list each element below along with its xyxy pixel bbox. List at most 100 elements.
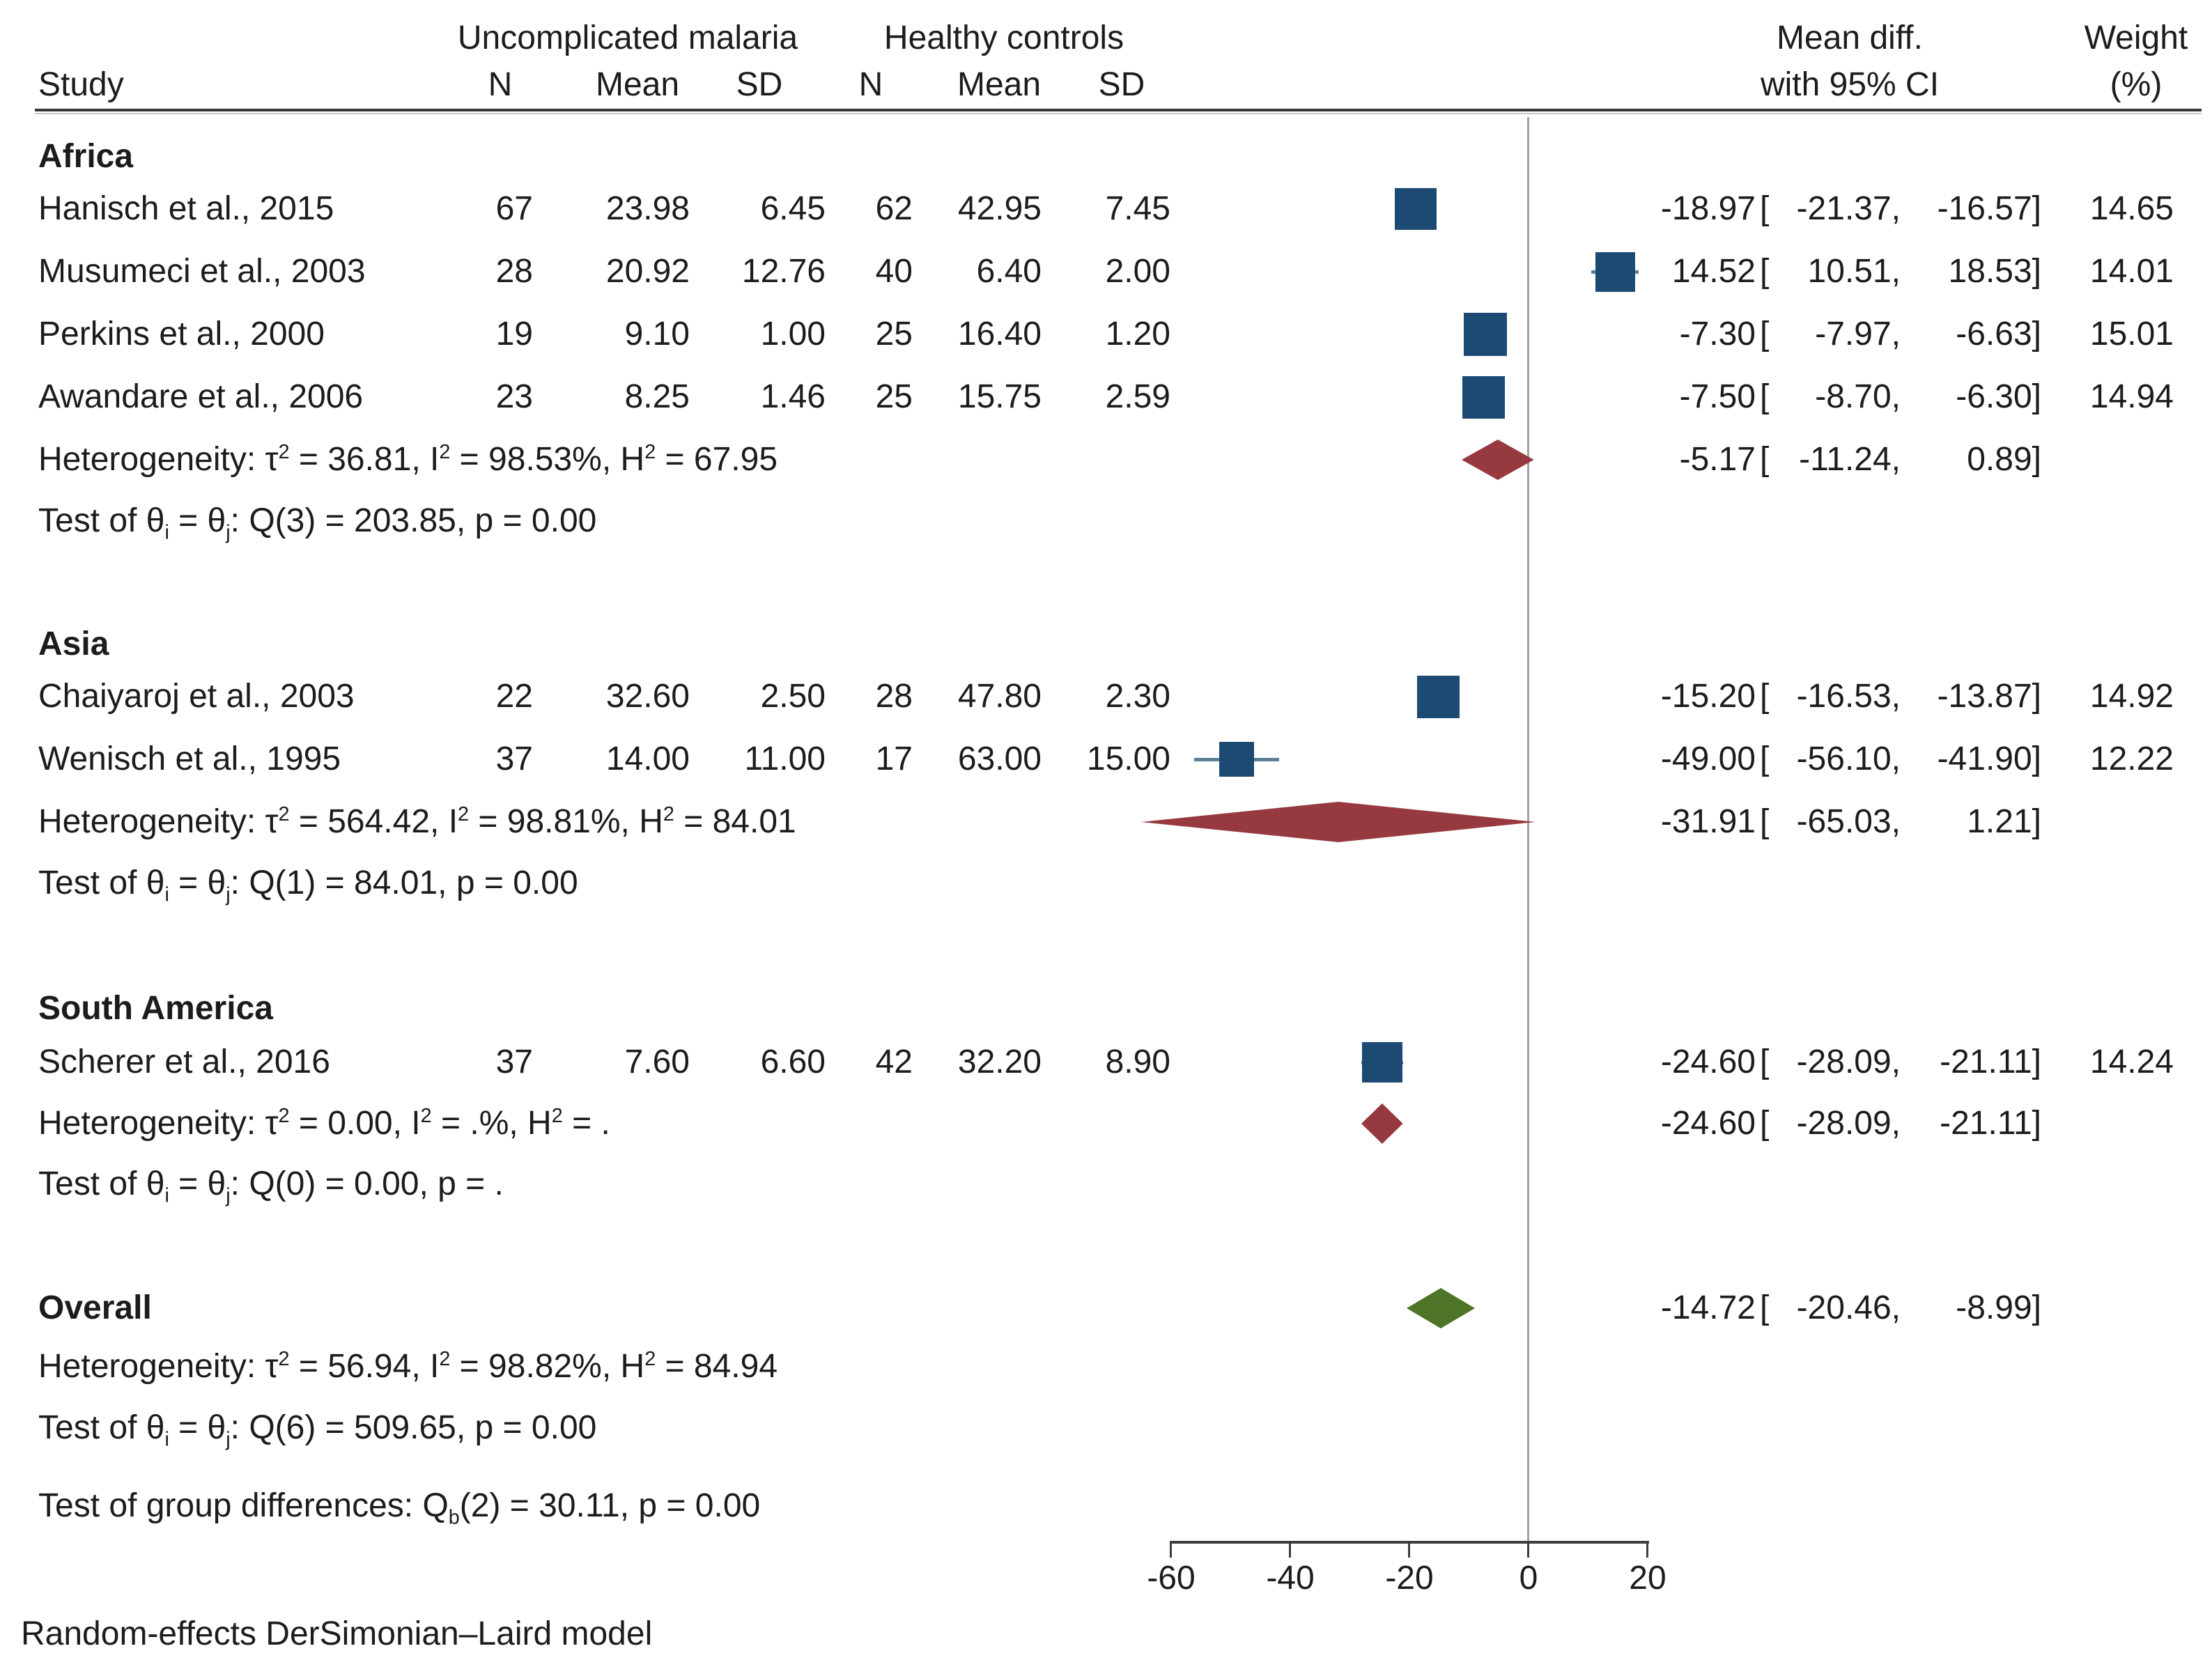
study-n-controls: 28 (875, 678, 913, 715)
ci-lower-bound: -21.37, (1796, 190, 1901, 227)
header-weight-pct: (%) (2110, 66, 2163, 103)
study-n-controls: 40 (875, 253, 913, 290)
study-n-controls: 25 (875, 378, 913, 415)
ci-lower-bound: -28.09, (1796, 1105, 1901, 1142)
group-label-asia: Asia (38, 626, 109, 662)
study-weight: 15.01 (2089, 316, 2174, 352)
group-summary-ci-text: -5.17[-11.24, 0.89] (0, 439, 2212, 481)
study-row: Hanisch et al., 2015 67 23.98 6.45 62 42… (0, 188, 2212, 230)
heterogeneity-row: Heterogeneity: τ2 = 0.00, I2 = .%, H2 = … (0, 1103, 2212, 1145)
header-mean-malaria: Mean (595, 66, 680, 103)
study-sd-malaria: 1.46 (760, 378, 826, 415)
group-label-row: South America (0, 988, 2212, 1030)
study-sd-malaria: 11.00 (744, 740, 826, 777)
ci-open-bracket: [ (1760, 441, 1770, 478)
test-row: Test of θi = θj: Q(6) = 509.65, p = 0.00 (0, 1407, 2212, 1451)
ci-open-bracket: [ (1760, 316, 1770, 352)
effect-estimate: -24.60 (1660, 1043, 1756, 1080)
axis-tick-label: -60 (1147, 1560, 1196, 1597)
effect-estimate: -24.60 (1660, 1105, 1756, 1142)
study-sd-malaria: 2.50 (760, 678, 826, 715)
ci-open-bracket: [ (1760, 190, 1770, 227)
effect-estimate: -7.30 (1679, 316, 1756, 352)
ci-lower-bound: -8.70, (1815, 378, 1901, 415)
study-weight: 14.94 (2089, 378, 2174, 415)
study-n-malaria: 23 (495, 378, 533, 415)
study-sd-controls: 2.00 (1105, 253, 1170, 290)
study-effect-square (1219, 742, 1255, 777)
header-mean-controls: Mean (957, 66, 1042, 103)
study-sd-malaria: 1.00 (760, 316, 826, 352)
study-mean-malaria: 23.98 (605, 190, 690, 227)
ci-text: -49.00[-56.10, -41.90] (0, 738, 2212, 780)
ci-open-bracket: [ (1760, 253, 1770, 290)
study-effect-square (1416, 675, 1460, 718)
study-n-malaria: 37 (495, 1043, 533, 1080)
ci-upper-bound: -16.57] (1937, 190, 2041, 227)
header-row-1: Uncomplicated malaria Healthy controls M… (0, 17, 2212, 59)
header-rule-shadow (35, 113, 2202, 114)
study-mean-controls: 6.40 (976, 253, 1042, 290)
study-weight: 14.01 (2089, 253, 2174, 290)
study-sd-malaria: 6.60 (760, 1043, 826, 1080)
study-mean-malaria: 8.25 (624, 378, 690, 415)
study-name: Wenisch et al., 1995 (38, 740, 341, 777)
group-label-africa: Africa (38, 138, 134, 175)
study-effect-square (1394, 188, 1437, 230)
group-label-south-america: South America (38, 990, 273, 1027)
ci-lower-bound: 10.51, (1807, 253, 1901, 290)
study-weight: 14.65 (2089, 190, 2174, 227)
ci-upper-bound: -6.30] (1956, 378, 2041, 415)
study-row: Awandare et al., 2006 23 8.25 1.46 25 15… (0, 376, 2212, 418)
effect-estimate: -49.00 (1660, 740, 1756, 777)
header-rule (35, 109, 2202, 111)
test-text: Test of θi = θj: Q(1) = 84.01, p = 0.00 (38, 864, 578, 906)
study-mean-malaria: 32.60 (605, 678, 690, 715)
study-weight: 14.24 (2089, 1043, 2174, 1080)
study-name: Hanisch et al., 2015 (38, 190, 334, 227)
group-summary-ci-text: -24.60[-28.09, -21.11] (0, 1103, 2212, 1145)
study-mean-controls: 16.40 (957, 316, 1042, 352)
effect-estimate: -15.20 (1660, 678, 1756, 715)
ci-text: -7.30[-7.97, -6.63] (0, 313, 2212, 355)
group-summary-ci-text: -31.91[-65.03, 1.21] (0, 801, 2212, 843)
study-weight: 14.92 (2089, 678, 2174, 715)
study-name: Chaiyaroj et al., 2003 (38, 678, 355, 715)
header-n-controls: N (858, 66, 883, 103)
test-text: Test of θi = θj: Q(0) = 0.00, p = . (38, 1165, 504, 1207)
effect-estimate: -7.50 (1679, 378, 1756, 415)
study-effect-square (1462, 375, 1506, 419)
study-mean-controls: 42.95 (957, 190, 1042, 227)
study-mean-controls: 15.75 (957, 378, 1042, 415)
axis-tick (1527, 1541, 1529, 1558)
study-n-controls: 17 (875, 740, 913, 777)
effect-estimate: -14.72 (1660, 1289, 1756, 1326)
test-row: Test of θi = θj: Q(3) = 203.85, p = 0.00 (0, 500, 2212, 543)
study-mean-controls: 32.20 (957, 1043, 1042, 1080)
ci-upper-bound: -21.11] (1940, 1043, 2041, 1080)
header-row-2: Study N Mean SD N Mean SD with 95% CI (%… (0, 64, 2212, 106)
header-sd-malaria: SD (736, 66, 783, 103)
ci-open-bracket: [ (1760, 1105, 1770, 1142)
group-summary-diamond (1140, 802, 1536, 842)
study-sd-controls: 15.00 (1086, 740, 1170, 777)
axis-tick-label: 0 (1519, 1560, 1538, 1597)
header-mean-diff: Mean diff. (1777, 20, 1923, 56)
study-n-malaria: 22 (495, 678, 533, 715)
axis-tick-label: -40 (1266, 1560, 1315, 1597)
test-text: Test of θi = θj: Q(6) = 509.65, p = 0.00 (38, 1409, 597, 1451)
ci-open-bracket: [ (1760, 803, 1770, 840)
study-sd-controls: 1.20 (1105, 316, 1170, 352)
study-n-malaria: 67 (495, 190, 533, 227)
overall-ci-text: -14.72[-20.46, -8.99] (0, 1287, 2212, 1329)
study-row: Musumeci et al., 2003 28 20.92 12.76 40 … (0, 251, 2212, 293)
study-effect-square (1361, 1042, 1402, 1083)
ci-upper-bound: 0.89] (1967, 441, 2041, 478)
header-sd-controls: SD (1098, 66, 1145, 103)
heterogeneity-row: Heterogeneity: τ2 = 56.94, I2 = 98.82%, … (0, 1346, 2212, 1388)
study-mean-controls: 63.00 (957, 740, 1042, 777)
study-effect-square (1463, 313, 1507, 356)
axis-tick (1646, 1541, 1648, 1558)
ci-upper-bound: 1.21] (1967, 803, 2041, 840)
ci-lower-bound: -16.53, (1796, 678, 1901, 715)
